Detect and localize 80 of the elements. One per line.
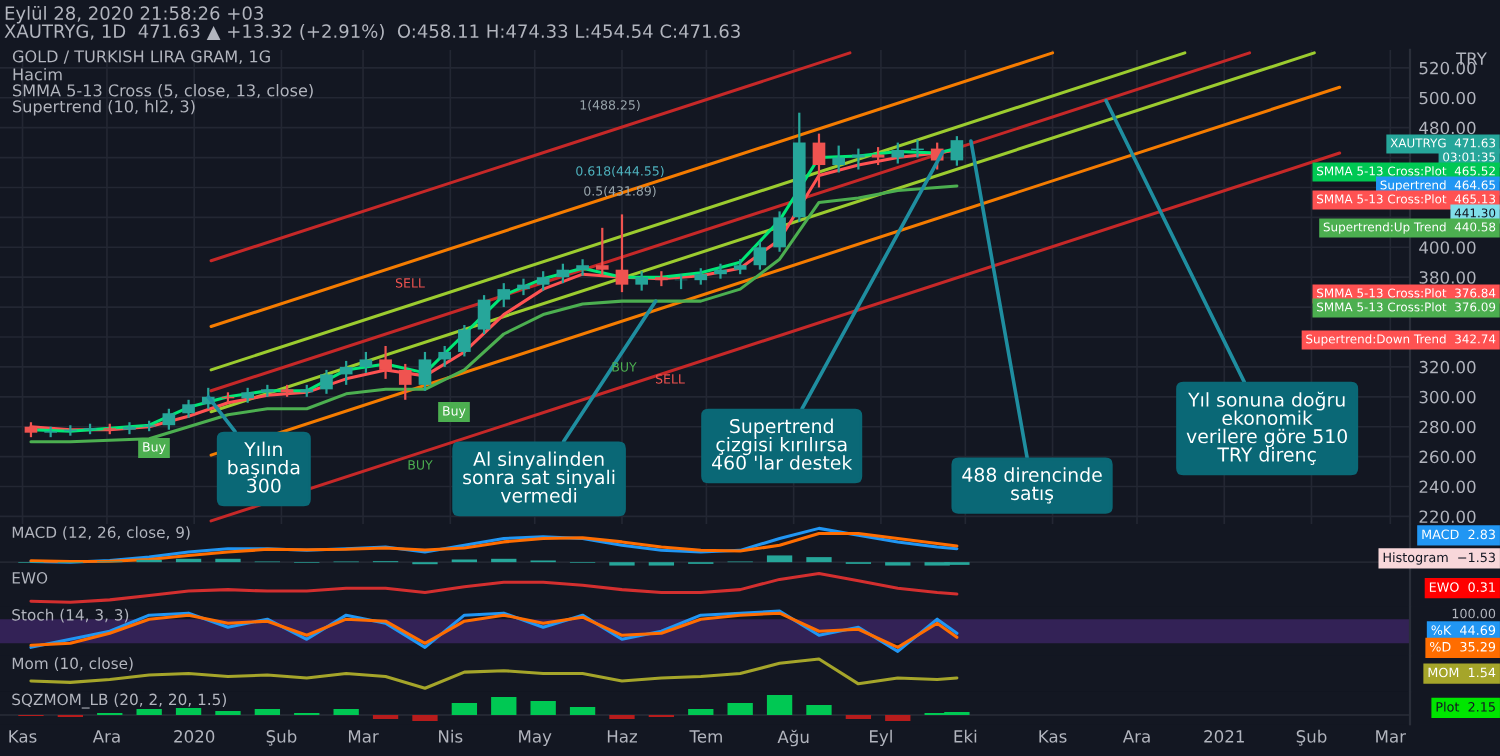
y-tick-label: 520.00 (1419, 61, 1476, 75)
candlestick (339, 359, 353, 386)
x-tick-label: Nis (439, 729, 463, 743)
x-tick-label: Eyl (870, 729, 892, 746)
y-tick-label: 380.00 (1419, 271, 1476, 284)
x-tick-label: Ara (1122, 730, 1150, 743)
bar (885, 715, 911, 722)
candlestick (438, 344, 451, 369)
x-tick-label: Ağu (777, 729, 809, 747)
candlestick (595, 226, 609, 277)
candlestick (812, 132, 826, 189)
bar (569, 706, 596, 716)
bar (688, 709, 714, 716)
bar (136, 709, 162, 716)
bar (451, 702, 478, 716)
bar (766, 694, 793, 716)
x-tick-label: 2020 (174, 730, 215, 743)
bar (333, 709, 359, 716)
x-tick-label: 2021 (1204, 730, 1244, 743)
bar (254, 709, 281, 716)
candlestick (517, 277, 530, 297)
candlestick (162, 407, 176, 431)
candlestick (379, 344, 392, 380)
bar (412, 715, 438, 722)
annotation: Supertrend çizgisi kırılırsa 460 'lar destek (712, 418, 853, 470)
annotation: Yıl sonuna doğru ekonomik verilere göre 510 TRY direnç (1186, 391, 1348, 466)
x-tick-label: Şub (266, 729, 297, 746)
y-tick-label: 260.00 (1419, 450, 1476, 464)
candlestick (753, 240, 767, 271)
annotation: Hacim (13, 68, 62, 81)
text: XAUTRYG, 1D 471.63 ▲ +13.32 (+2.91%) O:458.11 H:474.33 L:454.54 C:471.63 (4, 24, 740, 41)
text: Eylül 28, 2020 21:58:26 +03 (5, 6, 263, 24)
x-tick-label: Haz (607, 730, 638, 743)
candlestick (458, 323, 471, 358)
annotation: Al sinyalinden sonra sat sinyali vermedi (463, 451, 615, 503)
x-tick-label: Tem (689, 730, 722, 743)
candlestick (418, 350, 432, 392)
candlestick (950, 135, 964, 167)
x-tick-label: Ara (92, 730, 120, 743)
bar (175, 707, 202, 716)
chart-title: GOLD / TURKISH LIRA GRAM, 1G (12, 50, 270, 65)
bar (727, 702, 753, 716)
candlestick (497, 282, 511, 309)
bar (806, 704, 832, 716)
y-tick-label: 480.00 (1419, 121, 1476, 135)
x-tick-label: Mar (348, 730, 379, 743)
annotation: 488 direncinde satış (962, 467, 1102, 504)
candlestick (123, 421, 136, 436)
x-tick-label: Kas (9, 730, 37, 743)
candlestick (320, 368, 333, 395)
candlestick (891, 141, 905, 165)
candlestick (714, 262, 727, 280)
candlestick (852, 147, 865, 171)
candlestick (615, 213, 629, 294)
x-tick-label: Eki (954, 729, 977, 743)
y-tick-label: 320.00 (1419, 360, 1476, 374)
y-tick-label: 240.00 (1419, 480, 1476, 494)
annotation: Yılın başında 300 (228, 441, 300, 493)
bar (530, 700, 556, 716)
y-tick-label: 300.00 (1419, 390, 1476, 404)
x-tick-label: May (519, 730, 552, 746)
candlestick (398, 362, 412, 401)
candlestick (536, 270, 550, 292)
candlestick (635, 270, 649, 292)
x-tick-label: Şub (1296, 729, 1327, 746)
candlestick (576, 258, 589, 277)
x-tick-label: Mar (1376, 730, 1407, 743)
candlestick (359, 350, 373, 374)
candlestick (773, 210, 786, 253)
annotation: Supertrend (10, hl2, 3) (13, 100, 195, 116)
candlestick (477, 294, 491, 336)
y-tick-label: 220.00 (1419, 510, 1476, 523)
x-tick-label: Kas (1039, 730, 1067, 743)
text: TRY (1455, 52, 1487, 65)
candlestick (832, 144, 846, 174)
y-tick-label: 400.00 (1419, 241, 1476, 254)
annotation: SMMA 5-13 Cross (5, close, 13, close) (13, 84, 313, 99)
bar (491, 696, 517, 716)
y-tick-label: 500.00 (1419, 91, 1476, 105)
y-tick-label: 280.00 (1419, 420, 1476, 434)
